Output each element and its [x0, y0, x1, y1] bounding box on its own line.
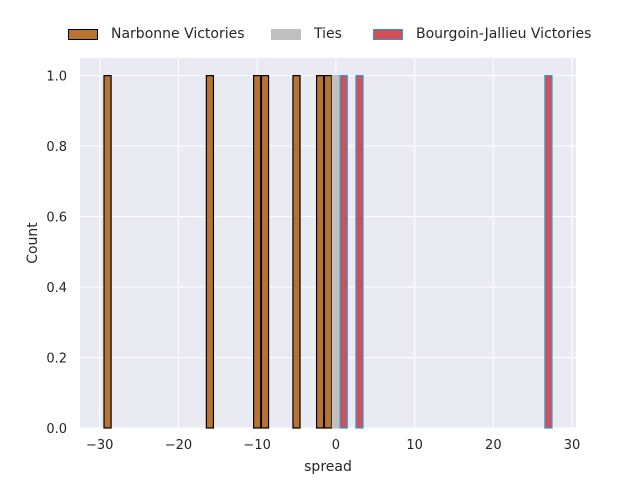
bar-narbonne-victories-x-29	[103, 75, 112, 429]
x-axis-label: spread	[304, 459, 352, 475]
bar-ties-x0	[331, 75, 341, 429]
y-tick-label: 0.8	[46, 140, 67, 155]
bar-bourgoin-jallieu-victories-x3	[355, 75, 364, 429]
bar-narbonne-victories-x-9	[260, 75, 270, 429]
bar-narbonne-victories-x-10	[253, 75, 262, 429]
x-tick-label: 20	[485, 438, 502, 453]
x-tick-label: 30	[564, 438, 581, 453]
bar-bourgoin-jallieu-victories-x27	[544, 75, 553, 429]
x-tick-label: 0	[332, 438, 340, 453]
bars	[103, 75, 553, 429]
x-tick-label: −10	[243, 438, 270, 453]
x-tick-label: −20	[165, 438, 192, 453]
legend-label-narbonne: Narbonne Victories	[111, 26, 245, 42]
legend-label-bourgoin: Bourgoin-Jallieu Victories	[416, 26, 592, 42]
legend-swatch-bourgoin	[373, 28, 403, 40]
bar-narbonne-victories-x-2	[315, 75, 325, 429]
y-tick-label: 0.4	[46, 281, 67, 296]
x-tick-label: −30	[86, 438, 113, 453]
legend-item-bourgoin: Bourgoin-Jallieu Victories	[373, 26, 591, 42]
y-tick-label: 0.0	[46, 422, 67, 437]
bar-bourgoin-jallieu-victories-x1	[339, 75, 348, 429]
legend-item-narbonne: Narbonne Victories	[68, 26, 245, 42]
bar-narbonne-victories-x-16	[205, 75, 215, 429]
y-axis-label: Count	[25, 222, 41, 264]
legend-item-ties: Ties	[271, 26, 342, 42]
y-tick-label: 0.6	[46, 211, 67, 226]
bar-narbonne-victories-x-5	[292, 75, 301, 429]
legend: Narbonne Victories Ties Bourgoin-Jallieu…	[0, 26, 640, 46]
y-tick-label: 0.2	[46, 352, 67, 367]
y-tick-label: 1.0	[46, 70, 67, 85]
y-axis-ticks: 0.0 0.2 0.4 0.6 0.8 1.0	[46, 70, 67, 437]
legend-swatch-narbonne	[68, 28, 98, 40]
x-tick-label: 10	[406, 438, 423, 453]
x-axis-ticks: −30 −20 −10 0 10 20 30	[86, 438, 580, 453]
legend-swatch-ties	[271, 28, 301, 40]
bar-narbonne-victories-x-1	[323, 75, 333, 429]
legend-label-ties: Ties	[314, 26, 342, 42]
